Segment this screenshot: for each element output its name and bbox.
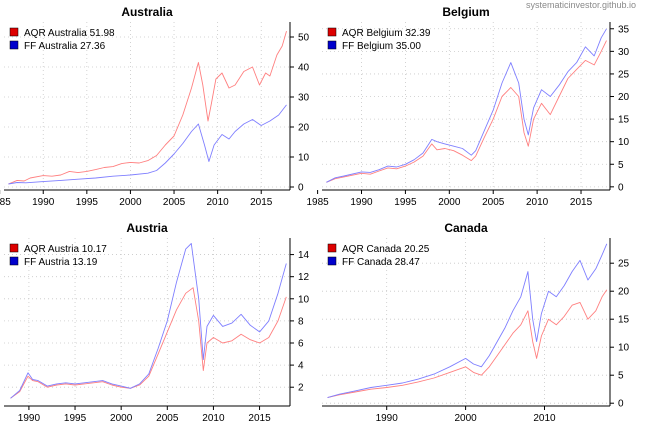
y-tick-label: 50 — [298, 33, 310, 44]
x-tick-label: 2010 — [533, 413, 556, 424]
x-tick-label: 2005 — [482, 197, 505, 208]
y-tick-label: 10 — [618, 137, 630, 148]
x-tick-label: 2015 — [570, 197, 593, 208]
legend-label: AQR Canada 20.25 — [342, 244, 430, 255]
y-tick-label: 0 — [298, 183, 304, 194]
ff-series-line — [8, 104, 287, 185]
legend-swatch — [9, 27, 19, 37]
aqr-series-line — [10, 287, 287, 399]
y-tick-label: 30 — [618, 47, 630, 58]
x-tick-label: 1995 — [64, 413, 87, 424]
x-tick-label: 2015 — [250, 197, 273, 208]
legend-swatch — [9, 243, 19, 253]
y-tick-label: 20 — [298, 123, 310, 134]
x-tick-label: 2000 — [438, 197, 461, 208]
legend-swatch — [9, 256, 19, 266]
y-tick-label: 25 — [618, 259, 630, 270]
y-tick-label: 0 — [618, 399, 624, 410]
legend-swatch — [9, 40, 19, 50]
chart-title: Australia — [121, 5, 173, 19]
legend-swatch — [327, 243, 337, 253]
y-tick-label: 2 — [298, 383, 304, 394]
chart-panel-3: Austria 1990 1995 2000 2005 2010 2015 2 4 6 8 10 12 1… — [4, 221, 310, 424]
x-tick-label: 2010 — [202, 413, 225, 424]
y-tick-label: 20 — [618, 287, 630, 298]
x-tick-label: 2005 — [156, 413, 179, 424]
chart-panel-4: Canada 1990 2000 2010 0 5 10 15 20 25 AQR Canada 2… — [322, 221, 630, 424]
y-tick-label: 30 — [298, 93, 310, 104]
x-tick-label: 1990 — [376, 413, 399, 424]
x-tick-label: 1990 — [32, 197, 55, 208]
x-tick-label: 2000 — [454, 413, 477, 424]
y-tick-label: 0 — [618, 182, 624, 193]
y-tick-label: 10 — [618, 343, 630, 354]
x-tick-label: 2015 — [248, 413, 271, 424]
y-tick-label: 14 — [298, 250, 310, 261]
ff-series-line — [327, 243, 608, 399]
y-tick-label: 5 — [618, 371, 624, 382]
x-tick-label: 1985 — [306, 197, 329, 208]
chart-panel-2: Belgium 1985 1990 1995 2000 2005 2010 2015 0 5 10 1… — [306, 5, 629, 208]
legend-label: AQR Belgium 32.39 — [342, 28, 431, 39]
legend-label: FF Austria 13.19 — [24, 257, 98, 268]
legend-swatch — [327, 40, 337, 50]
y-tick-label: 25 — [618, 69, 630, 80]
y-tick-label: 20 — [618, 92, 630, 103]
legend-label: FF Australia 27.36 — [24, 41, 106, 52]
x-tick-label: 1990 — [350, 197, 373, 208]
legend-label: FF Canada 28.47 — [342, 257, 420, 268]
y-tick-label: 4 — [298, 361, 304, 372]
y-tick-label: 6 — [298, 339, 304, 350]
y-tick-label: 15 — [618, 315, 630, 326]
legend-label: AQR Australia 51.98 — [24, 28, 115, 39]
watermark: systematicinvestor.github.io — [525, 0, 636, 10]
legend-swatch — [327, 256, 337, 266]
y-tick-label: 10 — [298, 153, 310, 164]
chart-panel-1: Australia 1985 1990 1995 2000 2005 2010 2015 0 10… — [0, 5, 310, 208]
x-tick-label: 1995 — [394, 197, 417, 208]
ff-series-line — [326, 28, 607, 183]
chart-title: Canada — [444, 221, 488, 235]
x-tick-label: 2000 — [119, 197, 142, 208]
y-tick-label: 15 — [618, 115, 630, 126]
aqr-series-line — [8, 30, 287, 185]
aqr-series-line — [326, 40, 607, 183]
y-tick-label: 8 — [298, 316, 304, 327]
x-tick-label: 1990 — [18, 413, 41, 424]
aqr-series-line — [327, 289, 608, 399]
chart-title: Austria — [126, 221, 168, 235]
x-tick-label: 2000 — [110, 413, 133, 424]
y-tick-label: 35 — [618, 24, 630, 35]
x-tick-label: 2010 — [207, 197, 230, 208]
legend-swatch — [327, 27, 337, 37]
x-tick-label: 2010 — [526, 197, 549, 208]
legend-label: AQR Austria 10.17 — [24, 244, 107, 255]
x-tick-label: 2005 — [163, 197, 186, 208]
x-tick-label: 1995 — [76, 197, 99, 208]
y-tick-label: 10 — [298, 294, 310, 305]
y-tick-label: 5 — [618, 160, 624, 171]
x-tick-label: 1985 — [0, 197, 11, 208]
y-tick-label: 12 — [298, 272, 310, 283]
legend-label: FF Belgium 35.00 — [342, 41, 421, 52]
chart-title: Belgium — [442, 5, 489, 19]
ff-series-line — [10, 243, 287, 399]
y-tick-label: 40 — [298, 63, 310, 74]
